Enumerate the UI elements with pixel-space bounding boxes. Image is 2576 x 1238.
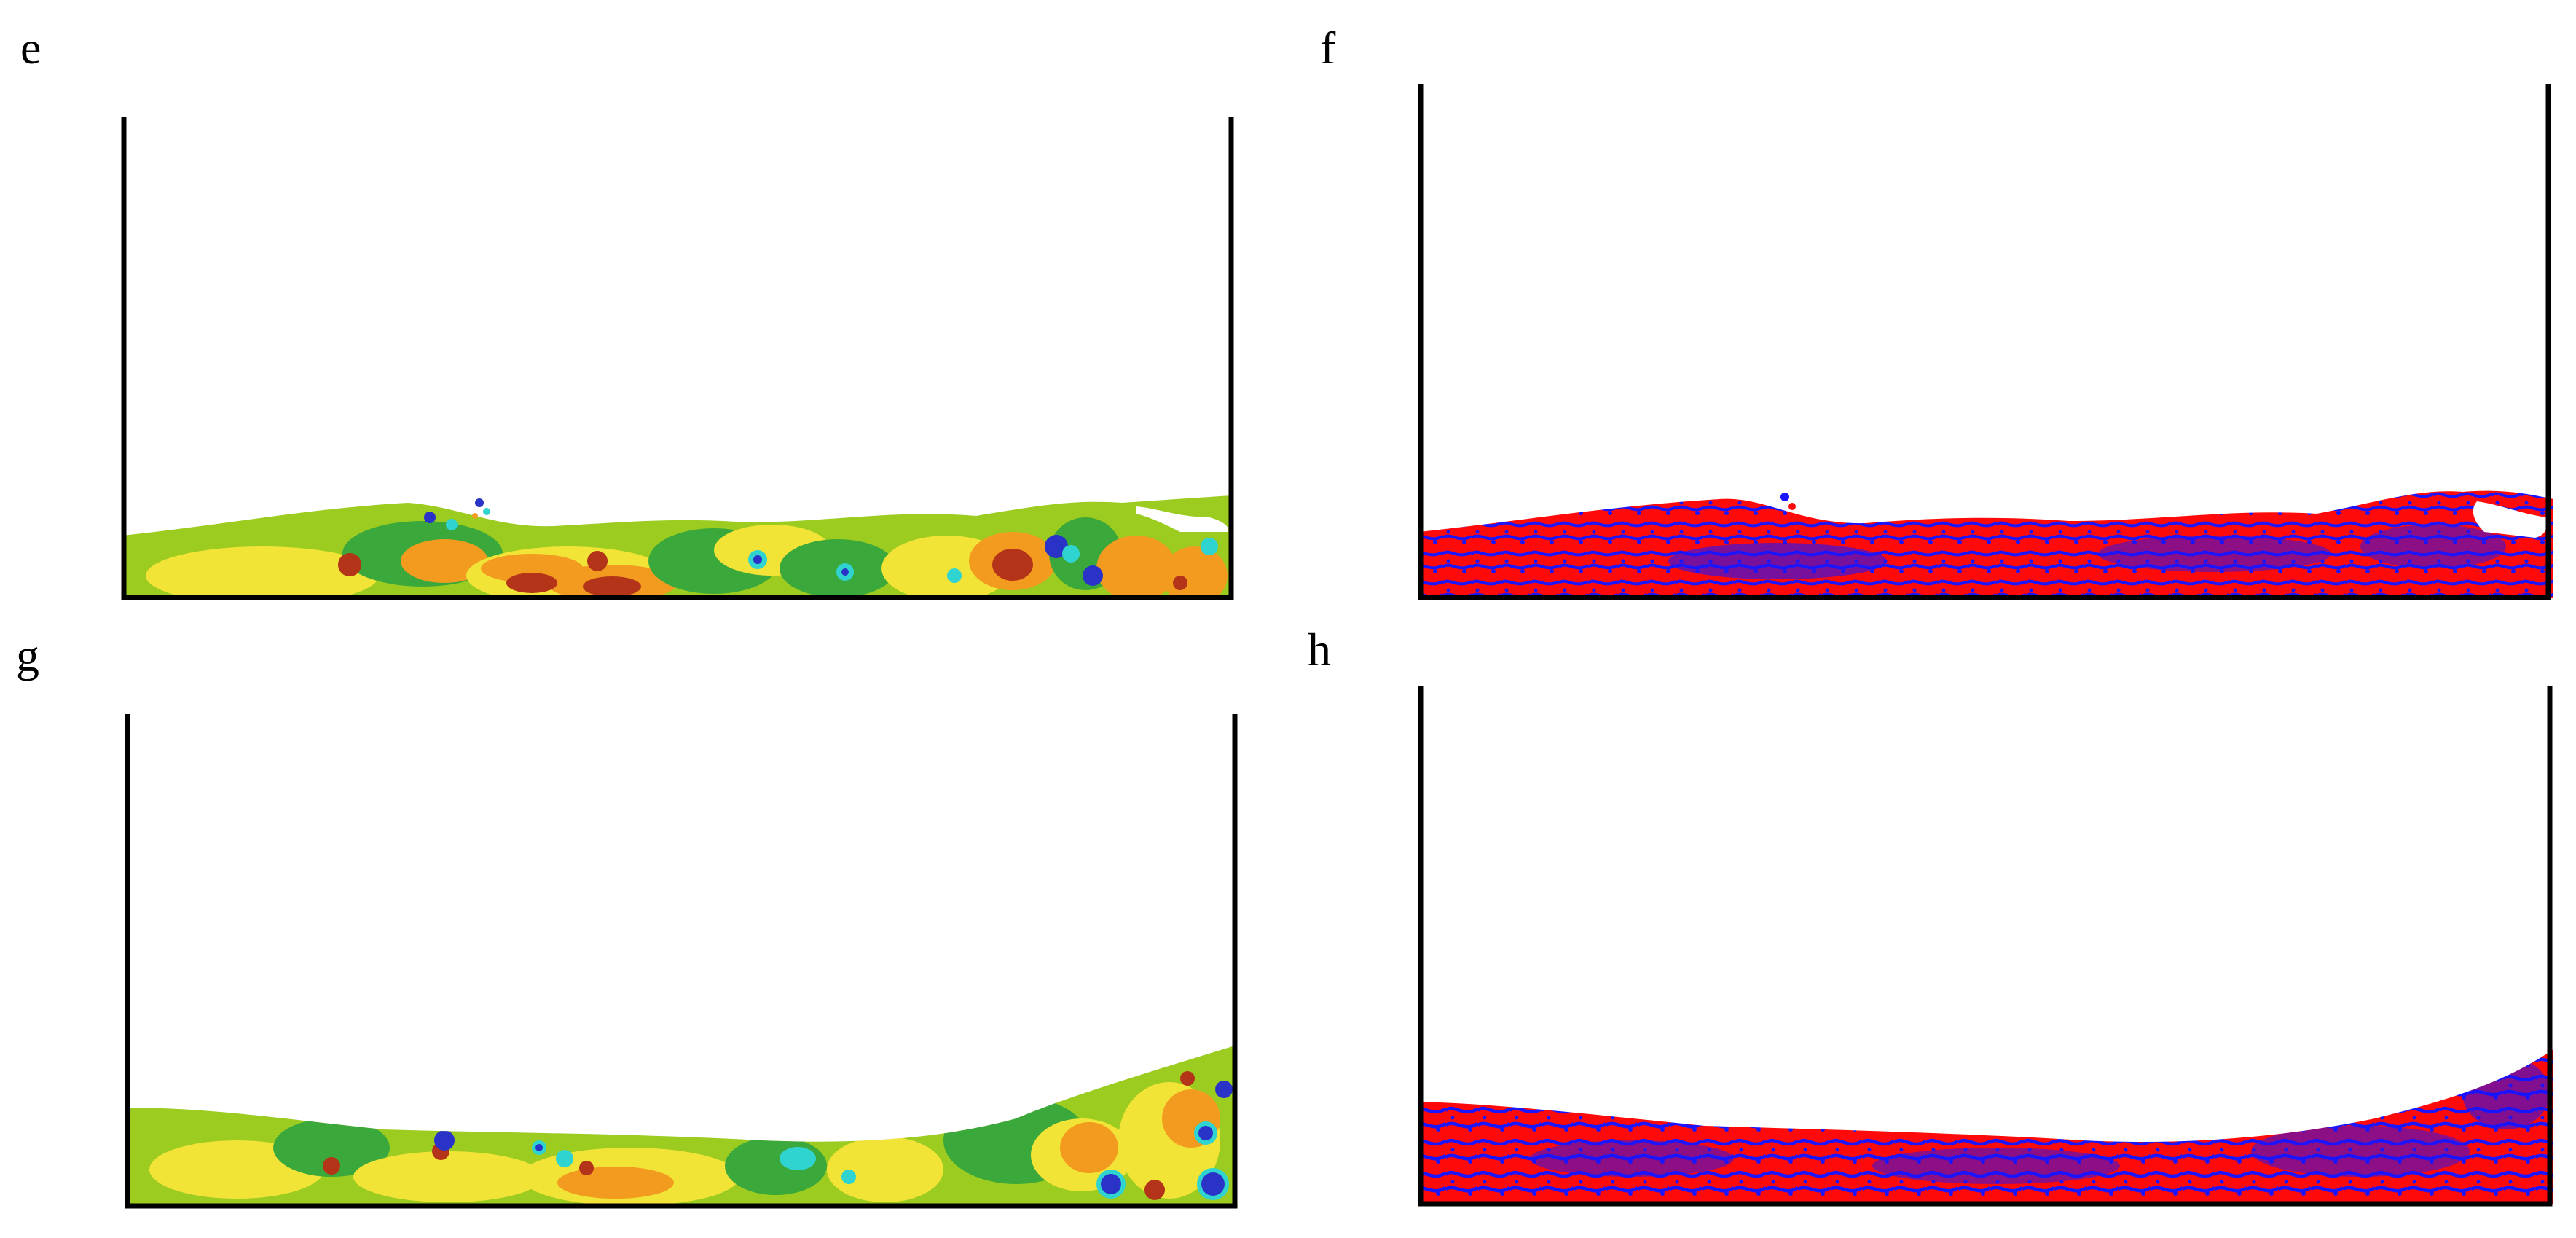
fluid-region-g xyxy=(126,1046,1235,1206)
panel-h xyxy=(1413,685,2557,1210)
tank-wall-e xyxy=(121,117,1234,600)
panel-label-e: e xyxy=(20,22,42,74)
sloshing-tank-f xyxy=(1418,84,2553,600)
panel-label-g: g xyxy=(16,630,39,681)
sloshing-tank-e xyxy=(121,117,1234,600)
panel-label-h: h xyxy=(1308,624,1331,675)
tank-wall-h xyxy=(1418,686,2553,1207)
panel-label-f: f xyxy=(1320,22,1336,74)
sloshing-tank-g xyxy=(125,714,1238,1209)
fluid-region-h xyxy=(1419,1049,2553,1204)
tank-wall-g xyxy=(125,714,1238,1209)
tank-wall-f xyxy=(1418,84,2551,600)
panel-g xyxy=(120,710,1242,1213)
sloshing-tank-h xyxy=(1418,686,2553,1207)
fluid-region-f xyxy=(1419,490,2553,598)
fluid-region-e xyxy=(122,495,1231,598)
panel-f xyxy=(1413,80,2557,605)
panel-e xyxy=(117,109,1238,605)
